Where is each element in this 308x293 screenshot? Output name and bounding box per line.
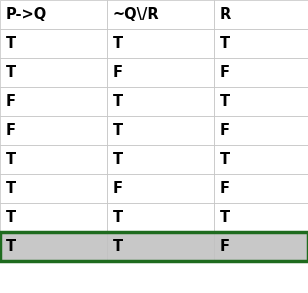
Text: T: T [113, 94, 123, 109]
Bar [214, 174, 308, 203]
Text: T: T [113, 210, 123, 225]
Text: R: R [220, 7, 231, 22]
Bar [0, 174, 107, 203]
Bar [0, 58, 107, 87]
Bar [107, 145, 214, 174]
Text: F: F [220, 181, 230, 196]
Text: T: T [220, 152, 230, 167]
Bar [107, 29, 214, 58]
Bar [0, 203, 107, 232]
Text: T: T [6, 210, 16, 225]
Text: T: T [113, 239, 123, 254]
Bar [107, 87, 214, 116]
Text: F: F [220, 65, 230, 80]
Bar [107, 203, 214, 232]
Bar [0, 116, 107, 145]
Text: T: T [113, 123, 123, 138]
Text: T: T [6, 181, 16, 196]
Bar [107, 232, 214, 261]
Text: P->Q: P->Q [6, 7, 47, 22]
Bar [214, 58, 308, 87]
Bar [107, 58, 214, 87]
Bar [214, 203, 308, 232]
Bar [214, 145, 308, 174]
Text: T: T [220, 94, 230, 109]
Bar [0, 0, 107, 29]
Text: F: F [113, 181, 123, 196]
Bar [214, 116, 308, 145]
Bar [0, 232, 308, 261]
Text: F: F [220, 123, 230, 138]
Text: T: T [6, 65, 16, 80]
Bar [214, 29, 308, 58]
Bar [107, 0, 214, 29]
Text: T: T [113, 152, 123, 167]
Bar [0, 232, 107, 261]
Text: F: F [113, 65, 123, 80]
Bar [107, 174, 214, 203]
Text: F: F [220, 239, 230, 254]
Text: T: T [6, 36, 16, 51]
Text: ~Q\/R: ~Q\/R [113, 7, 160, 22]
Bar [0, 87, 107, 116]
Text: F: F [6, 94, 16, 109]
Bar [214, 87, 308, 116]
Text: F: F [6, 123, 16, 138]
Text: T: T [220, 210, 230, 225]
Bar [214, 232, 308, 261]
Bar [214, 0, 308, 29]
Text: T: T [6, 239, 16, 254]
Bar [107, 116, 214, 145]
Text: T: T [113, 36, 123, 51]
Bar [0, 145, 107, 174]
Text: T: T [220, 36, 230, 51]
Bar [0, 29, 107, 58]
Text: T: T [6, 152, 16, 167]
